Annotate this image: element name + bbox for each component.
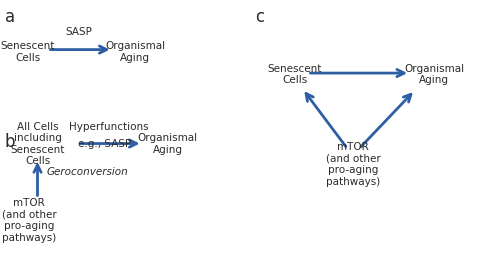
Text: Organismal
Aging: Organismal Aging: [105, 41, 165, 63]
Text: b: b: [5, 133, 15, 151]
Text: Organismal
Aging: Organismal Aging: [404, 64, 464, 85]
Text: Geroconversion: Geroconversion: [46, 167, 128, 177]
Text: e.g., SASP: e.g., SASP: [78, 139, 132, 149]
Text: Senescent
Cells: Senescent Cells: [268, 64, 322, 85]
Text: Hyperfunctions: Hyperfunctions: [69, 122, 149, 132]
Text: a: a: [5, 8, 15, 26]
Text: Organismal
Aging: Organismal Aging: [138, 133, 198, 155]
Text: c: c: [255, 8, 264, 26]
Text: mTOR
(and other
pro-aging
pathways): mTOR (and other pro-aging pathways): [2, 198, 56, 243]
Text: SASP: SASP: [66, 27, 92, 37]
Text: Senescent
Cells: Senescent Cells: [0, 41, 54, 63]
Text: mTOR
(and other
pro-aging
pathways): mTOR (and other pro-aging pathways): [326, 142, 380, 187]
Text: All Cells
including
Senescent
Cells: All Cells including Senescent Cells: [10, 122, 64, 167]
